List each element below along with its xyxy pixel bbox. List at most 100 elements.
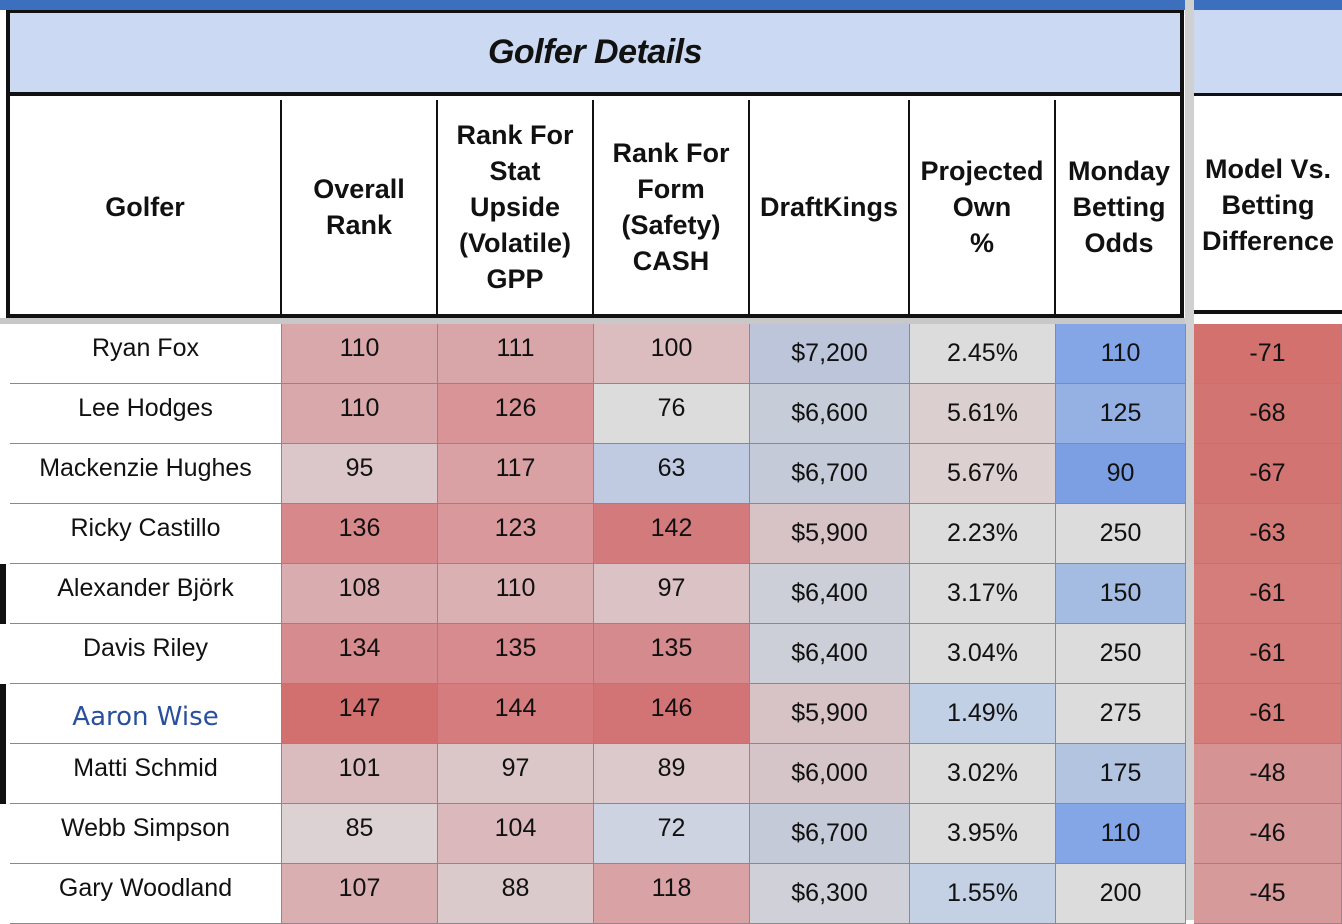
cell-monday-odds[interactable]: 125 [1056, 384, 1186, 444]
cell-stat-upside[interactable]: 110 [438, 564, 594, 624]
cell-model-vs-betting-value: -48 [1249, 759, 1286, 787]
cell-projected-own[interactable]: 3.02% [910, 744, 1056, 804]
cell-golfer[interactable]: Aaron Wise [10, 684, 282, 744]
cell-overall-rank[interactable]: 108 [282, 564, 438, 624]
cell-form-safety[interactable]: 135 [594, 624, 750, 684]
cell-golfer[interactable]: Mackenzie Hughes [10, 444, 282, 504]
cell-overall-rank-value: 134 [338, 634, 381, 662]
cell-draftkings[interactable]: $6,400 [750, 564, 910, 624]
header-stat-upside[interactable]: Rank For Stat Upside (Volatile) GPP [438, 100, 594, 314]
cell-draftkings[interactable]: $7,200 [750, 324, 910, 384]
cell-form-safety[interactable]: 72 [594, 804, 750, 864]
cell-form-safety[interactable]: 76 [594, 384, 750, 444]
cell-stat-upside[interactable]: 88 [438, 864, 594, 924]
cell-monday-odds[interactable]: 250 [1056, 624, 1186, 684]
cell-model-vs-betting[interactable]: -71 [1194, 324, 1342, 384]
cell-form-safety[interactable]: 146 [594, 684, 750, 744]
cell-projected-own[interactable]: 3.95% [910, 804, 1056, 864]
cell-draftkings[interactable]: $5,900 [750, 684, 910, 744]
cell-monday-odds[interactable]: 150 [1056, 564, 1186, 624]
cell-form-safety[interactable]: 142 [594, 504, 750, 564]
cell-monday-odds[interactable]: 200 [1056, 864, 1186, 924]
header-model-vs-betting[interactable]: Model Vs. Betting Difference [1194, 100, 1342, 314]
cell-form-safety[interactable]: 63 [594, 444, 750, 504]
header-golfer[interactable]: Golfer [10, 100, 282, 314]
cell-draftkings-value: $5,900 [791, 699, 868, 727]
cell-model-vs-betting[interactable]: -48 [1194, 744, 1342, 804]
cell-stat-upside[interactable]: 97 [438, 744, 594, 804]
cell-projected-own-value: 3.04% [947, 639, 1018, 667]
cell-overall-rank[interactable]: 107 [282, 864, 438, 924]
cell-form-safety[interactable]: 89 [594, 744, 750, 804]
cell-stat-upside[interactable]: 111 [438, 324, 594, 384]
cell-model-vs-betting[interactable]: -61 [1194, 684, 1342, 744]
cell-stat-upside[interactable]: 135 [438, 624, 594, 684]
cell-golfer[interactable]: Lee Hodges [10, 384, 282, 444]
cell-projected-own-value: 3.02% [947, 759, 1018, 787]
cell-golfer[interactable]: Webb Simpson [10, 804, 282, 864]
cell-golfer[interactable]: Matti Schmid [10, 744, 282, 804]
cell-model-vs-betting[interactable]: -45 [1194, 864, 1342, 924]
cell-stat-upside[interactable]: 104 [438, 804, 594, 864]
cell-overall-rank[interactable]: 85 [282, 804, 438, 864]
header-monday-odds[interactable]: Monday Betting Odds [1067, 156, 1170, 258]
cell-stat-upside[interactable]: 123 [438, 504, 594, 564]
table-row: Alexander Björk 108 110 97 $6,400 3.17% 150 -61 [0, 564, 1342, 624]
cell-monday-odds[interactable]: 110 [1056, 804, 1186, 864]
cell-monday-odds[interactable]: 110 [1056, 324, 1186, 384]
cell-form-safety[interactable]: 97 [594, 564, 750, 624]
cell-monday-odds[interactable]: 275 [1056, 684, 1186, 744]
cell-overall-rank[interactable]: 147 [282, 684, 438, 744]
cell-draftkings[interactable]: $6,600 [750, 384, 910, 444]
header-form-safety[interactable]: Rank For Form (Safety) CASH [594, 100, 750, 314]
cell-projected-own[interactable]: 3.17% [910, 564, 1056, 624]
cell-golfer[interactable]: Ricky Castillo [10, 504, 282, 564]
cell-overall-rank[interactable]: 95 [282, 444, 438, 504]
cell-monday-odds[interactable]: 90 [1056, 444, 1186, 504]
cell-golfer-value[interactable]: Aaron Wise [72, 702, 219, 732]
cell-overall-rank[interactable]: 136 [282, 504, 438, 564]
cell-projected-own-value: 5.61% [947, 399, 1018, 427]
cell-model-vs-betting[interactable]: -63 [1194, 504, 1342, 564]
cell-draftkings[interactable]: $6,300 [750, 864, 910, 924]
cell-draftkings[interactable]: $5,900 [750, 504, 910, 564]
cell-golfer[interactable]: Davis Riley [10, 624, 282, 684]
cell-form-safety[interactable]: 100 [594, 324, 750, 384]
cell-monday-odds-value: 125 [1099, 399, 1142, 427]
cell-projected-own[interactable]: 1.55% [910, 864, 1056, 924]
cell-model-vs-betting[interactable]: -61 [1194, 564, 1342, 624]
frozen-pane-divider[interactable] [1185, 0, 1194, 920]
cell-golfer[interactable]: Gary Woodland [10, 864, 282, 924]
cell-stat-upside[interactable]: 117 [438, 444, 594, 504]
cell-draftkings[interactable]: $6,000 [750, 744, 910, 804]
cell-model-vs-betting[interactable]: -68 [1194, 384, 1342, 444]
cell-projected-own[interactable]: 2.23% [910, 504, 1056, 564]
cell-projected-own[interactable]: 5.61% [910, 384, 1056, 444]
cell-draftkings[interactable]: $6,700 [750, 444, 910, 504]
cell-model-vs-betting[interactable]: -46 [1194, 804, 1342, 864]
cell-monday-odds[interactable]: 250 [1056, 504, 1186, 564]
cell-stat-upside[interactable]: 126 [438, 384, 594, 444]
cell-monday-odds[interactable]: 175 [1056, 744, 1186, 804]
cell-golfer-value: Matti Schmid [73, 754, 218, 782]
cell-golfer[interactable]: Alexander Björk [10, 564, 282, 624]
cell-stat-upside[interactable]: 144 [438, 684, 594, 744]
cell-draftkings[interactable]: $6,700 [750, 804, 910, 864]
cell-model-vs-betting[interactable]: -61 [1194, 624, 1342, 684]
header-draftkings[interactable]: DraftKings [750, 100, 910, 314]
cell-projected-own[interactable]: 1.49% [910, 684, 1056, 744]
cell-projected-own[interactable]: 2.45% [910, 324, 1056, 384]
cell-overall-rank[interactable]: 110 [282, 324, 438, 384]
cell-overall-rank[interactable]: 134 [282, 624, 438, 684]
cell-overall-rank[interactable]: 101 [282, 744, 438, 804]
cell-overall-rank[interactable]: 110 [282, 384, 438, 444]
header-projected-own[interactable]: Projected Own % [910, 100, 1056, 314]
cell-golfer[interactable]: Ryan Fox [10, 324, 282, 384]
cell-form-safety[interactable]: 118 [594, 864, 750, 924]
cell-overall-rank-value: 95 [345, 454, 374, 482]
cell-model-vs-betting[interactable]: -67 [1194, 444, 1342, 504]
cell-projected-own[interactable]: 5.67% [910, 444, 1056, 504]
cell-draftkings[interactable]: $6,400 [750, 624, 910, 684]
header-overall-rank[interactable]: Overall Rank [282, 100, 438, 314]
cell-projected-own[interactable]: 3.04% [910, 624, 1056, 684]
